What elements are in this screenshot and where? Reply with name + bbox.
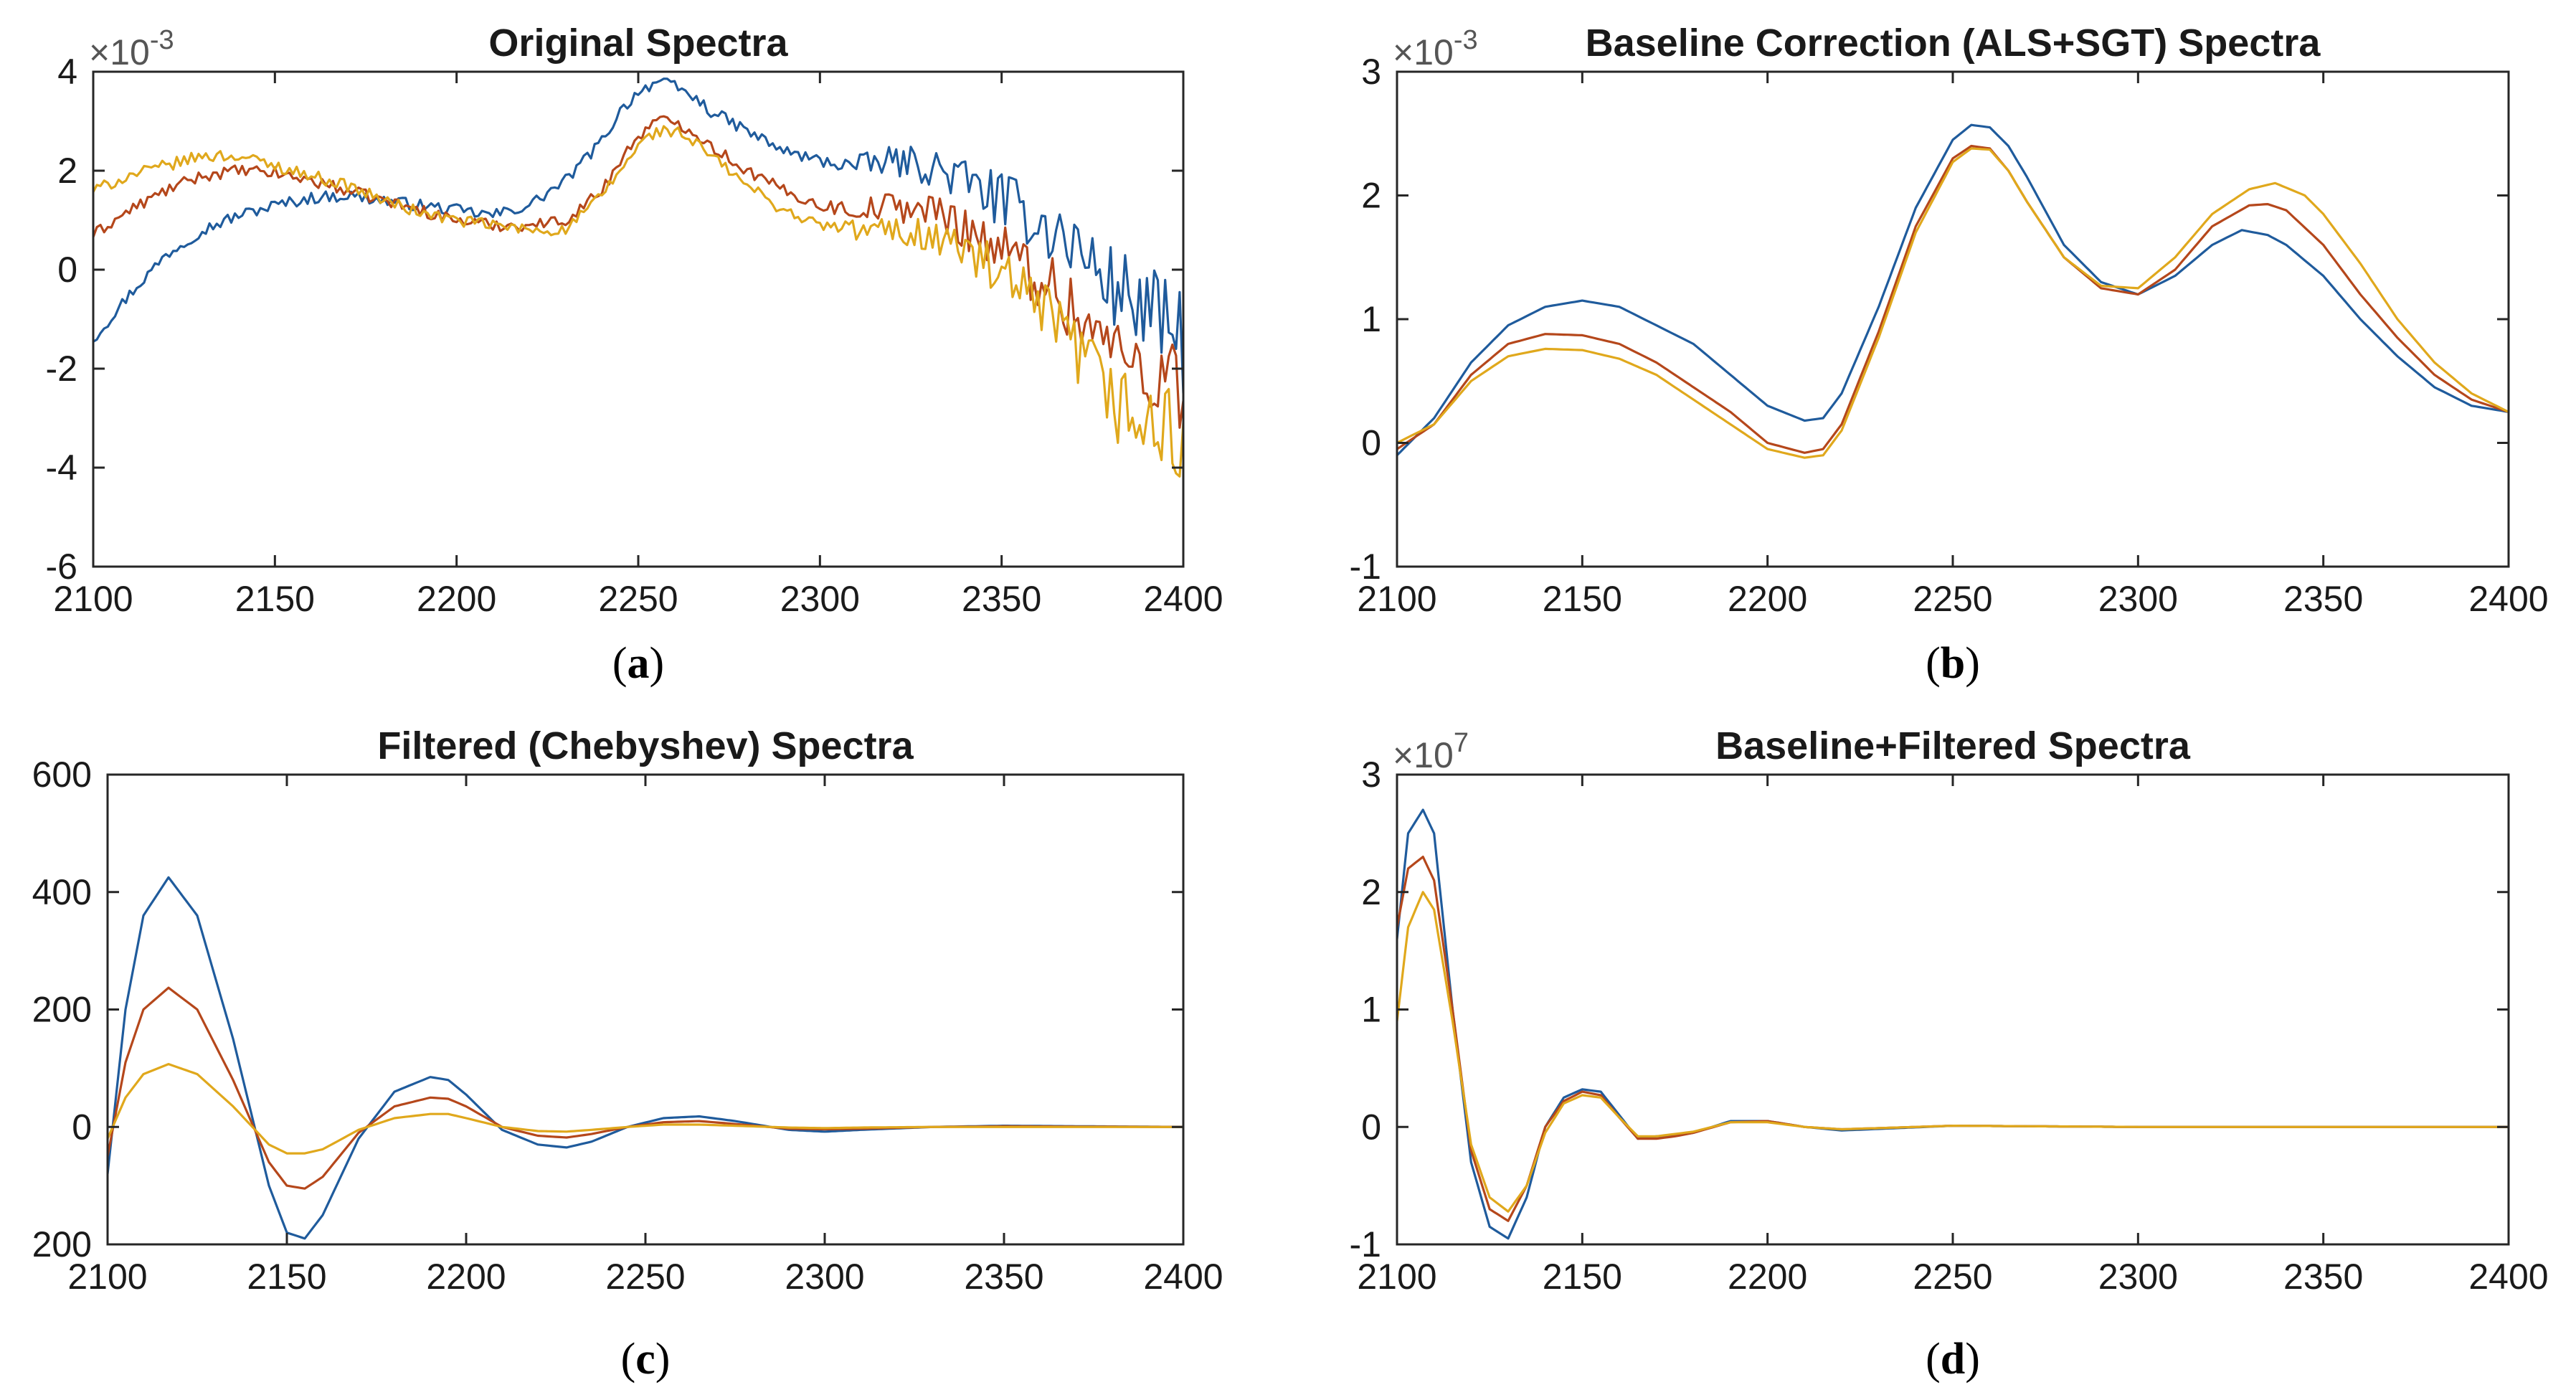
x-tick-label: 2250 [598,579,678,619]
x-tick-label: 2300 [2098,579,2178,619]
x-tick-label: 2300 [780,579,860,619]
y-tick-label: 400 [32,872,92,912]
y-tick-label: 4 [57,52,77,92]
x-tick-label: 2150 [1543,579,1622,619]
x-tick-label: 2250 [1913,1257,1992,1297]
axis-exponent-label: ×10-3 [1393,25,1478,72]
axes-box [1396,773,2510,1246]
x-tick-label: 2350 [2283,1257,2363,1297]
series-line-1 [108,876,1183,1240]
y-tick-label: 0 [1361,423,1381,463]
axis-exponent-label: ×10-3 [89,25,174,72]
x-tick-label: 2150 [247,1257,326,1297]
y-tick-label: 1 [1361,299,1381,339]
x-tick-label: 2250 [1913,579,1992,619]
series-line-2 [1397,856,2509,1222]
x-tick-label: 2300 [785,1257,864,1297]
y-tick-label: 0 [1361,1107,1381,1147]
panel-caption: (b) [1926,639,1980,688]
x-tick-label: 2100 [53,579,133,619]
y-tick-label: 2 [1361,176,1381,216]
x-tick-label: 2100 [67,1257,147,1297]
y-tick-label: -1 [1350,1224,1381,1264]
chart-title: Baseline+Filtered Spectra [1715,724,2191,767]
panel-caption: (d) [1926,1335,1980,1384]
x-tick-label: 2350 [964,1257,1043,1297]
series-line-3 [1397,891,2509,1213]
x-tick-label: 2250 [605,1257,685,1297]
axes-box [106,773,1185,1246]
series-line-2 [1397,144,2509,454]
panel-b: 2100 2150 2200 2250 2300 2350 2400 -1 0 1 2 3 ×10-3 B… [1350,22,2549,688]
series-line-3 [1397,147,2509,459]
chart-title: Baseline Correction (ALS+SGT) Spectra [1586,22,2321,65]
x-tick-label: 2300 [2098,1257,2178,1297]
y-tick-label: 3 [1361,52,1381,92]
x-tick-label: 2150 [235,579,315,619]
series-line-1 [1397,123,2509,456]
chart-title: Original Spectra [488,22,788,65]
series-line-2 [93,115,1183,429]
y-tick-label: 3 [1361,755,1381,795]
series-line-3 [93,125,1183,478]
x-tick-label: 2200 [1728,579,1807,619]
y-tick-label: 200 [32,990,92,1030]
x-tick-label: 2150 [1543,1257,1622,1297]
y-tick-label: 2 [1361,872,1381,912]
series-line-1 [1397,808,2509,1240]
y-tick-label: -2 [46,349,77,389]
panel-a: 2100 2150 2200 2250 2300 2350 2400 -6 -4 -2 0 2 4 ×10… [46,22,1223,688]
x-tick-label: 2200 [417,579,496,619]
y-tick-label: -4 [46,448,77,488]
x-tick-label: 2200 [1728,1257,1807,1297]
x-tick-label: 2100 [1357,579,1436,619]
y-tick-label: -6 [46,547,77,587]
series-line-2 [108,986,1183,1190]
y-tick-label: 2 [57,151,77,191]
x-tick-label: 2400 [1143,1257,1223,1297]
x-tick-label: 2400 [2468,579,2548,619]
x-tick-label: 2100 [1357,1257,1436,1297]
axis-exponent-label: ×107 [1393,728,1469,775]
x-tick-label: 2350 [962,579,1041,619]
y-tick-label: 0 [57,250,77,290]
y-tick-label: 200 [32,1224,92,1264]
series-line-3 [108,1063,1183,1155]
x-tick-label: 2400 [1143,579,1223,619]
axes-box [1396,70,2510,568]
panel-caption: (a) [612,639,664,688]
panel-caption: (c) [621,1335,671,1384]
y-tick-label: -1 [1350,547,1381,587]
x-tick-label: 2350 [2283,579,2363,619]
x-tick-label: 2200 [426,1257,506,1297]
y-tick-label: 600 [32,755,92,795]
chart-title: Filtered (Chebyshev) Spectra [377,724,914,767]
panel-c: 2100 2150 2200 2250 2300 2350 2400 200 0 200 400 60… [32,724,1223,1384]
panel-d: 2100 2150 2200 2250 2300 2350 2400 -1 0 1 2 3 ×107 Ba… [1350,724,2549,1384]
y-tick-label: 1 [1361,990,1381,1030]
y-tick-label: 0 [72,1107,92,1147]
series-line-1 [93,77,1183,394]
x-tick-label: 2400 [2468,1257,2548,1297]
